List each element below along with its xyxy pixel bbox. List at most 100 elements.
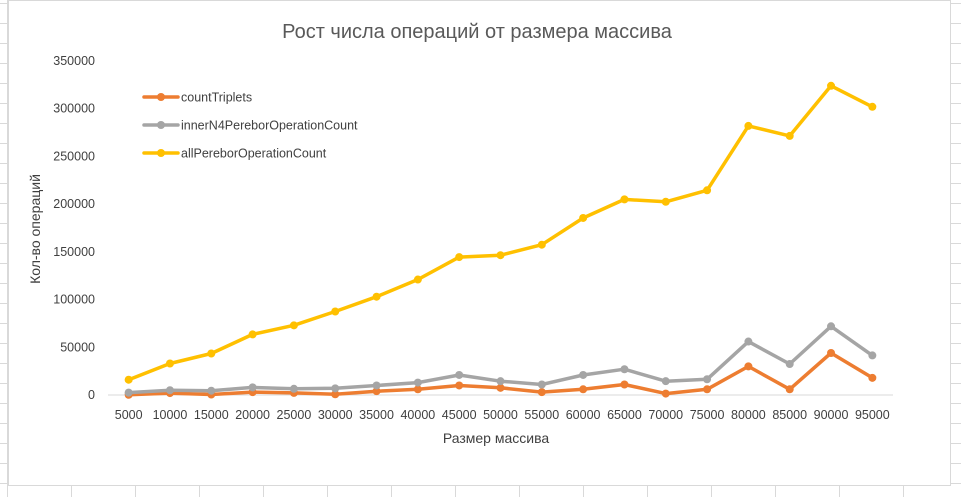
data-point [827, 322, 836, 331]
data-point [744, 121, 753, 130]
data-point [372, 381, 381, 390]
data-point [785, 131, 794, 140]
x-tick-label: 55000 [524, 408, 559, 422]
x-tick-label: 75000 [690, 408, 725, 422]
data-point [579, 370, 588, 379]
x-tick-label: 20000 [235, 408, 270, 422]
y-tick-label: 150000 [53, 245, 95, 259]
data-point [661, 377, 670, 386]
data-point [620, 380, 629, 389]
data-point [248, 330, 257, 339]
data-point [124, 388, 133, 397]
chart-title: Рост числа операций от размера массива [282, 21, 673, 43]
legend-item: innerN4PereborOperationCount [142, 119, 358, 133]
x-tick-label: 10000 [153, 408, 188, 422]
data-point [372, 292, 381, 301]
y-tick-label: 250000 [53, 149, 95, 163]
data-point [579, 213, 588, 222]
data-point [165, 359, 174, 368]
legend-item: countTriplets [142, 91, 252, 105]
x-tick-label: 95000 [855, 408, 890, 422]
y-tick-label: 350000 [53, 54, 95, 68]
x-tick-label: 40000 [400, 408, 435, 422]
y-tick-label: 300000 [53, 102, 95, 116]
x-tick-label: 15000 [194, 408, 229, 422]
x-axis-title: Размер массива [443, 430, 550, 446]
legend-label: allPereborOperationCount [181, 147, 327, 161]
data-point [413, 275, 422, 284]
data-point [537, 240, 546, 249]
data-point [289, 384, 298, 393]
x-tick-label: 35000 [359, 408, 394, 422]
data-point [661, 389, 670, 398]
x-tick-label: 70000 [648, 408, 683, 422]
data-point [372, 387, 381, 396]
data-point [620, 195, 629, 204]
data-point [124, 375, 133, 384]
data-point [827, 81, 836, 90]
data-point [744, 362, 753, 371]
data-point [165, 386, 174, 395]
data-point [496, 383, 505, 392]
data-point [248, 383, 257, 392]
x-tick-label: 45000 [442, 408, 477, 422]
data-point [703, 186, 712, 195]
data-point [703, 375, 712, 384]
legend-marker [157, 93, 165, 101]
y-tick-label: 100000 [53, 293, 95, 307]
data-point [661, 197, 670, 206]
data-point [496, 251, 505, 260]
series-allPereborOperationCount [124, 81, 877, 384]
x-tick-label: 25000 [277, 408, 312, 422]
data-point [455, 370, 464, 379]
legend-marker [157, 121, 165, 129]
data-point [785, 385, 794, 394]
y-tick-label: 0 [88, 388, 95, 402]
x-tick-label: 5000 [115, 408, 143, 422]
data-point [703, 385, 712, 394]
series-innerN4PereborOperationCount [124, 322, 877, 397]
data-point [289, 321, 298, 330]
data-point [827, 349, 836, 358]
legend: countTriplets innerN4PereborOperationCoun… [142, 91, 358, 161]
data-point [207, 386, 216, 395]
y-tick-label: 50000 [60, 340, 95, 354]
data-point [207, 349, 216, 358]
x-tick-label: 30000 [318, 408, 353, 422]
x-tick-label: 50000 [483, 408, 518, 422]
data-point [868, 373, 877, 382]
data-point [413, 378, 422, 387]
data-point [496, 377, 505, 386]
y-tick-label: 200000 [53, 197, 95, 211]
data-point [868, 102, 877, 111]
series-countTriplets [124, 349, 877, 399]
data-point [744, 337, 753, 346]
x-tick-label: 90000 [814, 408, 849, 422]
x-tick-label: 85000 [772, 408, 807, 422]
x-tick-label: 60000 [566, 408, 601, 422]
data-point [537, 388, 546, 397]
y-axis-tick-labels: 0 50000 100000 150000 200000 250000 300000 3500… [53, 54, 95, 402]
data-point [620, 365, 629, 374]
data-point [331, 307, 340, 316]
x-axis-tick-labels: 5000 10000 15000 20000 25000 30000 35000 40000 4… [115, 408, 890, 422]
data-point [785, 359, 794, 368]
data-point [868, 351, 877, 360]
data-point [455, 253, 464, 262]
y-axis-title: Кол-во операций [27, 174, 43, 284]
series-layer [124, 81, 877, 399]
legend-label: countTriplets [181, 91, 252, 105]
data-point [331, 384, 340, 393]
data-point [579, 385, 588, 394]
data-point [455, 381, 464, 390]
legend-item: allPereborOperationCount [142, 147, 327, 161]
legend-label: innerN4PereborOperationCount [181, 119, 358, 133]
data-point [331, 390, 340, 399]
x-tick-label: 80000 [731, 408, 766, 422]
x-tick-label: 65000 [607, 408, 642, 422]
data-point [537, 380, 546, 389]
legend-marker [157, 149, 165, 157]
data-point [413, 385, 422, 394]
chart-area[interactable] [8, 0, 951, 486]
